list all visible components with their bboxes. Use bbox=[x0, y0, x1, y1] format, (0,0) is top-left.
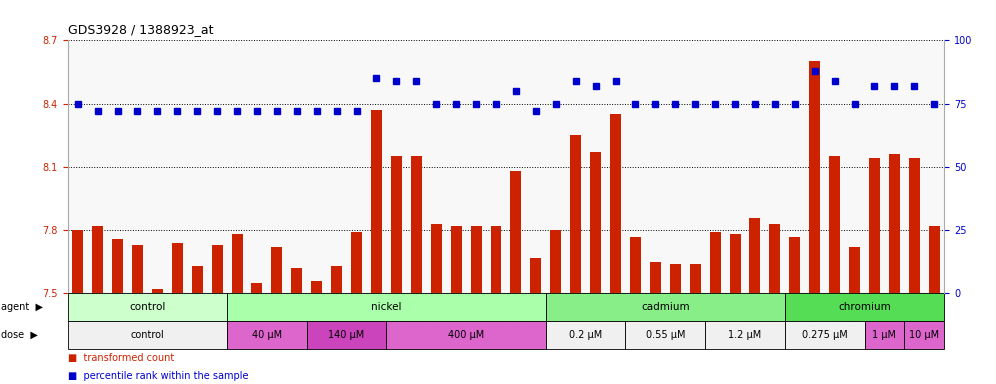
Bar bbox=[251, 283, 263, 293]
Bar bbox=[131, 245, 143, 293]
Bar bbox=[904, 321, 944, 349]
Text: control: control bbox=[130, 330, 164, 340]
Text: 40 μM: 40 μM bbox=[252, 330, 282, 340]
Bar bbox=[271, 247, 283, 293]
Bar bbox=[171, 243, 182, 293]
Bar bbox=[709, 232, 720, 293]
Bar bbox=[152, 289, 163, 293]
Text: nickel: nickel bbox=[372, 302, 401, 313]
Bar bbox=[292, 268, 303, 293]
Text: cadmium: cadmium bbox=[641, 302, 689, 313]
Text: 0.55 μM: 0.55 μM bbox=[645, 330, 685, 340]
Bar bbox=[73, 230, 84, 293]
Bar bbox=[307, 321, 386, 349]
Bar bbox=[212, 245, 223, 293]
Bar bbox=[829, 156, 840, 293]
Text: ■  transformed count: ■ transformed count bbox=[68, 353, 174, 363]
Bar bbox=[231, 234, 243, 293]
Bar bbox=[789, 237, 800, 293]
Bar bbox=[610, 114, 622, 293]
Bar bbox=[729, 234, 740, 293]
Bar bbox=[928, 226, 939, 293]
Bar bbox=[750, 217, 761, 293]
Bar bbox=[769, 224, 780, 293]
Bar bbox=[550, 230, 562, 293]
Bar bbox=[625, 321, 705, 349]
Bar bbox=[888, 154, 899, 293]
Bar bbox=[650, 262, 661, 293]
Text: 1 μM: 1 μM bbox=[872, 330, 896, 340]
Bar bbox=[531, 258, 542, 293]
Bar bbox=[410, 156, 422, 293]
Bar bbox=[865, 321, 904, 349]
Bar bbox=[351, 232, 363, 293]
Bar bbox=[68, 321, 227, 349]
Bar bbox=[450, 226, 462, 293]
Bar bbox=[590, 152, 602, 293]
Bar bbox=[93, 226, 104, 293]
Text: GDS3928 / 1388923_at: GDS3928 / 1388923_at bbox=[68, 23, 213, 36]
Bar bbox=[112, 238, 124, 293]
Text: ■  percentile rank within the sample: ■ percentile rank within the sample bbox=[68, 371, 248, 381]
Text: dose  ▶: dose ▶ bbox=[1, 330, 38, 340]
Bar bbox=[849, 247, 860, 293]
Bar bbox=[570, 135, 582, 293]
Text: control: control bbox=[129, 302, 165, 313]
Bar bbox=[311, 281, 323, 293]
Bar bbox=[669, 264, 681, 293]
Bar bbox=[785, 293, 944, 321]
Bar bbox=[431, 224, 442, 293]
Bar bbox=[191, 266, 203, 293]
Bar bbox=[809, 61, 820, 293]
Bar bbox=[869, 159, 880, 293]
Text: 10 μM: 10 μM bbox=[909, 330, 939, 340]
Text: 400 μM: 400 μM bbox=[448, 330, 484, 340]
Bar bbox=[471, 226, 482, 293]
Bar bbox=[371, 110, 381, 293]
Bar bbox=[909, 159, 920, 293]
Bar bbox=[227, 321, 307, 349]
Bar bbox=[227, 293, 546, 321]
Bar bbox=[491, 226, 502, 293]
Bar bbox=[785, 321, 865, 349]
Bar bbox=[390, 156, 401, 293]
Text: 1.2 μM: 1.2 μM bbox=[728, 330, 762, 340]
Text: 0.275 μM: 0.275 μM bbox=[802, 330, 848, 340]
Bar bbox=[386, 321, 546, 349]
Text: 140 μM: 140 μM bbox=[329, 330, 365, 340]
Text: agent  ▶: agent ▶ bbox=[1, 302, 43, 313]
Bar bbox=[510, 171, 522, 293]
Bar bbox=[689, 264, 701, 293]
Bar bbox=[68, 293, 227, 321]
Bar bbox=[546, 293, 785, 321]
Text: 0.2 μM: 0.2 μM bbox=[569, 330, 603, 340]
Text: chromium: chromium bbox=[839, 302, 890, 313]
Bar bbox=[331, 266, 343, 293]
Bar bbox=[546, 321, 625, 349]
Bar bbox=[705, 321, 785, 349]
Bar bbox=[629, 237, 641, 293]
